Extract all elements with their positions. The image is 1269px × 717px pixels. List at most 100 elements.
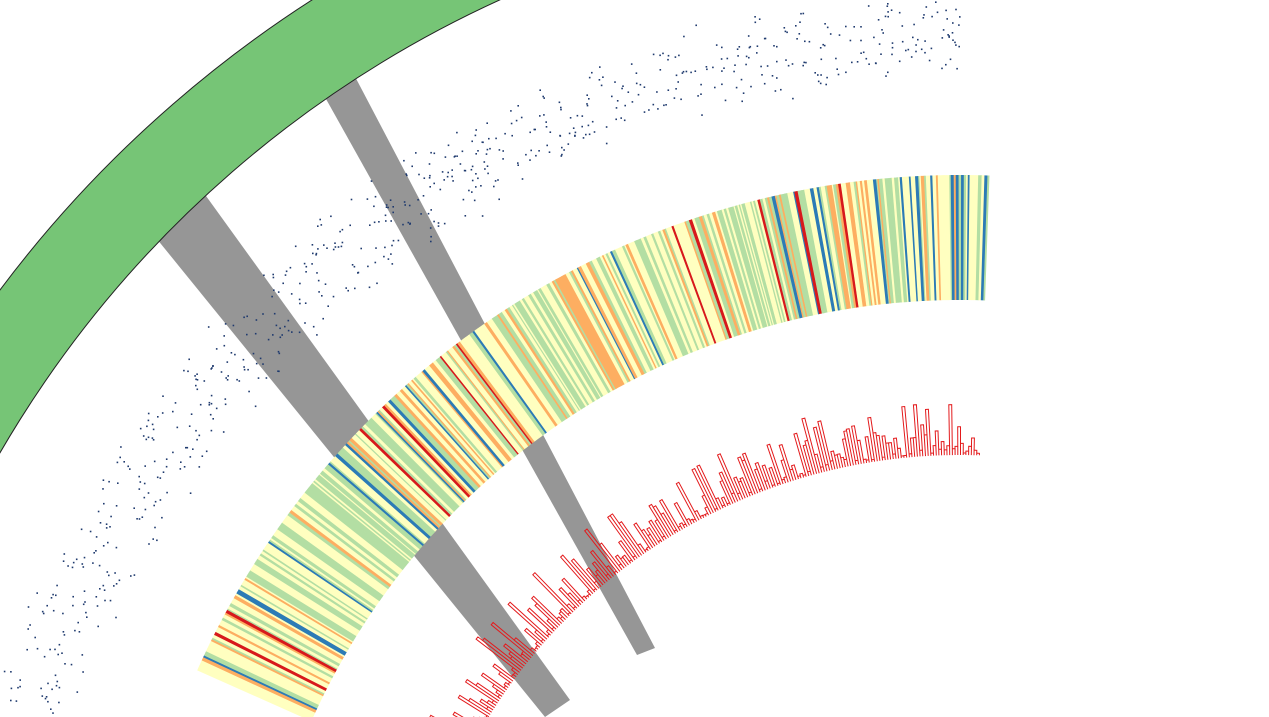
scatter-point — [210, 402, 213, 405]
heatmap-cell — [258, 555, 365, 626]
heatmap-cell — [861, 180, 879, 305]
scatter-point — [83, 590, 86, 592]
scatter-point — [267, 338, 270, 341]
heatmap-cell — [935, 175, 942, 301]
scatter-point — [376, 282, 378, 285]
scatter-point — [464, 169, 467, 172]
scatter-point — [199, 403, 202, 406]
heatmap-cell — [238, 585, 349, 653]
scatter-point — [52, 593, 54, 596]
scatter-point — [281, 334, 283, 336]
scatter-point — [411, 165, 413, 168]
heatmap-cell — [292, 505, 395, 584]
scatter-point — [215, 348, 218, 350]
heatmap-cell — [245, 576, 354, 643]
heatmap-cell — [753, 200, 786, 323]
scatter-point — [955, 44, 957, 46]
heatmap-cell — [417, 372, 502, 471]
heatmap-cell — [701, 215, 743, 335]
scatter-point — [212, 365, 214, 367]
heatmap-cell — [708, 212, 750, 333]
scatter-point — [504, 132, 506, 135]
scatter-point — [76, 691, 79, 693]
scatter-point — [630, 63, 633, 65]
scatter-point — [498, 149, 501, 151]
scatter-point — [545, 126, 548, 128]
scatter-point — [284, 274, 287, 276]
heatmap-cell — [491, 316, 565, 423]
scatter-point — [773, 45, 775, 47]
scatter-point — [433, 220, 435, 223]
scatter-point — [109, 526, 111, 528]
scatter-point — [311, 244, 314, 246]
scatter-point — [129, 468, 131, 470]
scatter-point — [464, 215, 467, 217]
scatter-point — [144, 508, 147, 511]
heatmap-cell — [788, 192, 818, 316]
scatter-point — [483, 161, 486, 163]
heatmap-cell — [546, 282, 611, 394]
heatmap-cell — [212, 634, 326, 694]
scatter-point — [853, 26, 855, 28]
heatmap-cell — [311, 482, 410, 564]
scatter-point — [145, 438, 148, 441]
heatmap-cell — [553, 279, 616, 390]
scatter-point — [620, 117, 622, 119]
scatter-point — [845, 71, 847, 74]
heatmap-cell — [863, 180, 882, 305]
heatmap-cell — [494, 314, 567, 421]
heatmap-cell — [367, 419, 458, 510]
scatter-point — [389, 199, 392, 201]
scatter-point — [224, 323, 227, 325]
scatter-point — [443, 179, 445, 181]
scatter-point — [136, 518, 138, 520]
scatter-point — [452, 180, 454, 182]
scatter-point — [397, 239, 400, 242]
scatter-point — [764, 37, 767, 40]
scatter-point — [826, 26, 829, 29]
scatter-point — [278, 370, 280, 373]
heatmap-cell — [457, 341, 535, 444]
scatter-point — [156, 476, 159, 479]
scatter-point — [415, 152, 417, 154]
scatter-point — [576, 114, 579, 117]
scatter-point — [223, 335, 225, 337]
heatmap-cell — [274, 531, 379, 605]
scatter-point — [791, 63, 794, 65]
heatmap-cell — [404, 384, 490, 480]
scatter-point — [312, 325, 315, 328]
scatter-point — [714, 86, 716, 89]
scatter-point — [304, 302, 307, 304]
scatter-point — [210, 394, 213, 397]
scatter-point — [621, 87, 623, 90]
link-ribbon — [122, 153, 570, 717]
scatter-point — [486, 122, 488, 124]
scatter-point — [867, 5, 870, 7]
heatmap-cell — [941, 175, 946, 301]
scatter-point — [474, 134, 477, 137]
scatter-point — [574, 131, 577, 134]
scatter-point — [370, 180, 373, 182]
scatter-point — [484, 168, 486, 170]
scatter-point — [227, 375, 229, 377]
scatter-point — [475, 153, 477, 155]
heatmap-cell — [657, 230, 706, 349]
scatter-point — [429, 227, 432, 229]
scatter-point — [954, 41, 956, 44]
heatmap-cell — [589, 260, 648, 374]
scatter-point — [272, 273, 274, 276]
scatter-point — [120, 446, 122, 448]
heatmap-cell — [421, 370, 504, 468]
heatmap-cell — [647, 234, 697, 352]
scatter-point — [366, 198, 369, 200]
heatmap-cell — [455, 343, 533, 445]
heatmap-cell — [267, 540, 373, 613]
heatmap-cell — [898, 177, 909, 302]
scatter-point — [667, 54, 670, 57]
scatter-point — [369, 224, 371, 226]
scatter-point — [454, 155, 456, 157]
heatmap-cell — [746, 201, 782, 324]
scatter-point — [511, 134, 513, 137]
heatmap-cell — [859, 180, 877, 306]
scatter-point — [41, 695, 44, 697]
